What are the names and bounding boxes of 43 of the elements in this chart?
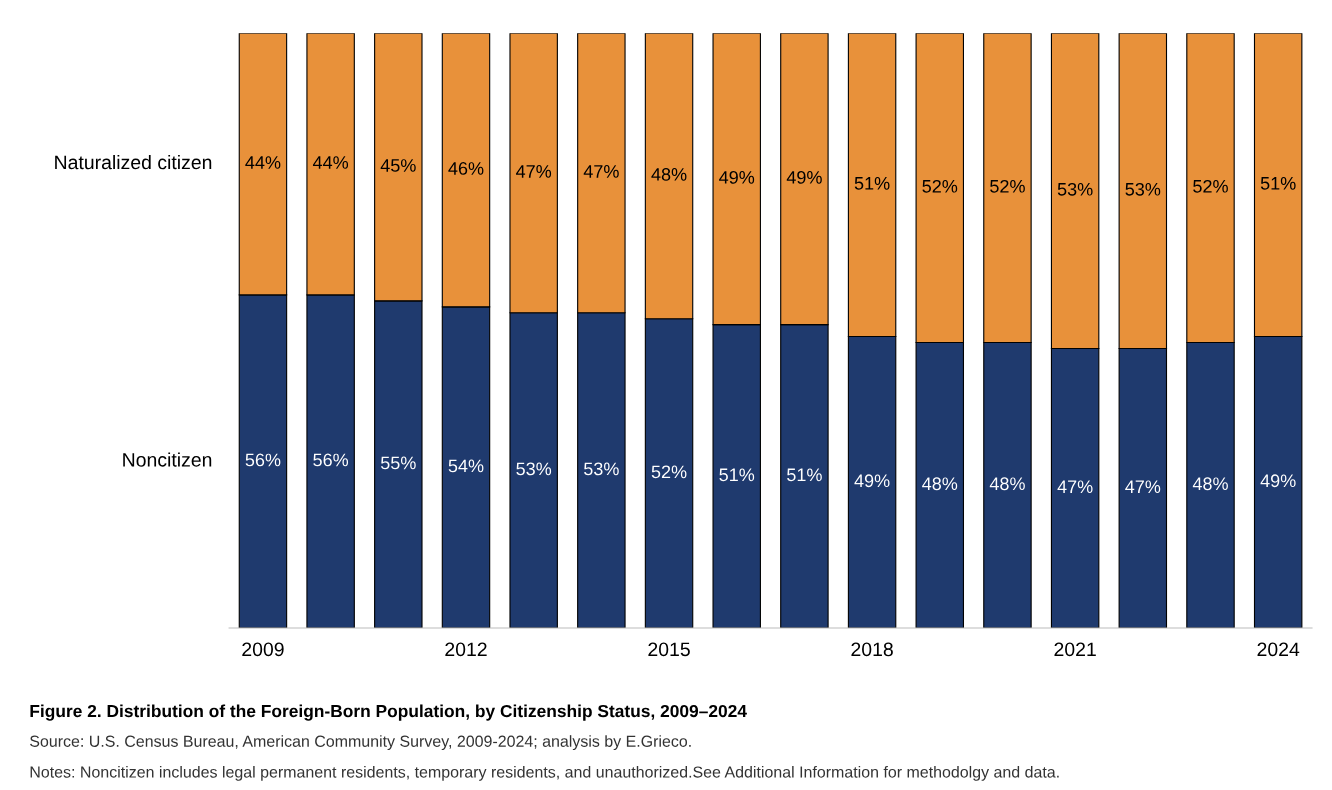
text: Notes: Noncitizen includes legal permanent residents, temporary residents, and unauthorized.See Additional Information for methodolgy and data. — [30, 765, 1059, 781]
data-label: 52% — [1193, 179, 1228, 193]
data-label: 47% — [516, 165, 552, 178]
x-tick-label: 2015 — [648, 642, 690, 657]
data-label: 48% — [989, 477, 1025, 491]
x-tick-label: 2009 — [242, 642, 284, 657]
text: Figure 2. Distribution of the Foreign-Born Population, by Citizenship Status, 2009–2024 — [30, 704, 747, 721]
data-label: 51% — [854, 177, 890, 190]
data-label: 51% — [719, 468, 755, 482]
data-label: 47% — [583, 165, 619, 178]
data-label: 51% — [1260, 177, 1296, 190]
data-label: 56% — [245, 453, 281, 467]
data-label: 53% — [1057, 182, 1093, 196]
data-label: 49% — [719, 170, 755, 184]
data-label: 46% — [448, 162, 484, 175]
x-tick-label: 2018 — [851, 642, 893, 657]
data-label: 55% — [380, 456, 416, 470]
data-label: 53% — [584, 462, 619, 476]
data-label: 49% — [786, 170, 822, 184]
series-label: Naturalized citizen — [55, 154, 212, 170]
data-label: 47% — [1057, 480, 1093, 494]
data-label: 53% — [1125, 182, 1161, 196]
data-label: 53% — [516, 462, 552, 476]
data-label: 47% — [1125, 480, 1161, 494]
data-label: 48% — [1192, 477, 1228, 491]
data-label: 52% — [990, 179, 1025, 193]
data-label: 44% — [245, 156, 281, 169]
data-label: 48% — [651, 168, 687, 181]
data-label: 45% — [380, 159, 416, 172]
x-tick-label: 2012 — [445, 642, 487, 657]
data-label: 49% — [854, 474, 890, 488]
x-tick-label: 2021 — [1054, 642, 1096, 657]
data-label: 48% — [922, 477, 958, 491]
series-label: Noncitizen — [123, 452, 212, 467]
x-tick-label: 2024 — [1257, 642, 1300, 657]
data-label: 56% — [313, 453, 349, 467]
data-label: 44% — [312, 156, 349, 169]
data-label: 51% — [787, 468, 822, 482]
source-note: Source: U.S. Census Bureau, American Community Survey, 2009-2024; analysis by E.Grieco. — [30, 735, 691, 751]
data-label: 52% — [922, 179, 958, 193]
data-label: 54% — [448, 459, 484, 473]
data-label: 49% — [1260, 474, 1296, 488]
data-label: 52% — [651, 465, 687, 479]
